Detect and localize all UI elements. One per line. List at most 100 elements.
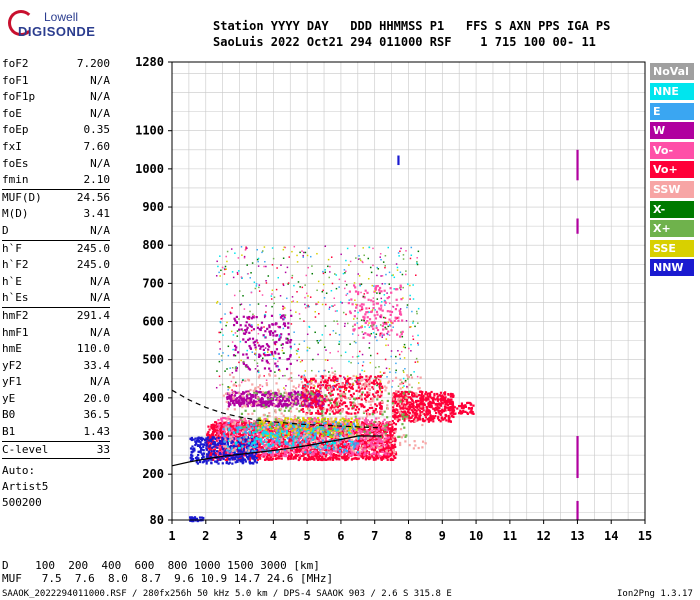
echo-point bbox=[211, 431, 215, 434]
echo-point bbox=[232, 354, 236, 357]
echo-point bbox=[407, 396, 410, 399]
echo-point bbox=[220, 448, 223, 451]
echo-point bbox=[308, 440, 311, 443]
echo-point bbox=[324, 412, 327, 415]
echo-point bbox=[263, 421, 266, 424]
echo-point bbox=[341, 444, 345, 447]
echo-point bbox=[356, 421, 359, 424]
echo-point bbox=[207, 453, 210, 456]
echo-point bbox=[430, 390, 433, 394]
echo-point bbox=[246, 405, 249, 408]
echo-point bbox=[318, 437, 321, 440]
auto-info-line: 500200 bbox=[2, 496, 42, 510]
echo-point bbox=[189, 447, 193, 450]
echo-point bbox=[437, 398, 440, 401]
echo-point bbox=[341, 403, 344, 406]
echo-point bbox=[284, 417, 287, 420]
echo-point bbox=[378, 385, 381, 388]
echo-point bbox=[303, 429, 306, 432]
echo-point bbox=[392, 436, 395, 439]
echo-point bbox=[245, 331, 248, 334]
echo-point bbox=[336, 450, 340, 454]
echo-point bbox=[238, 328, 241, 331]
echo-point bbox=[365, 456, 368, 459]
echo-point bbox=[392, 409, 395, 412]
echo-point bbox=[240, 441, 243, 444]
echo-point bbox=[280, 316, 283, 319]
echo-point bbox=[426, 413, 430, 416]
echo-point bbox=[347, 382, 350, 385]
echo-point bbox=[327, 376, 331, 380]
echo-point bbox=[215, 439, 219, 442]
echo-point bbox=[313, 417, 316, 420]
echo-point bbox=[264, 393, 267, 396]
echo-point bbox=[346, 380, 349, 383]
echo-point bbox=[280, 444, 284, 447]
echo-point bbox=[297, 453, 300, 457]
echo-point bbox=[322, 452, 326, 455]
echo-point bbox=[272, 334, 275, 337]
echo-point bbox=[270, 441, 274, 444]
echo-point bbox=[230, 419, 233, 422]
echo-point bbox=[358, 437, 361, 440]
echo-point bbox=[282, 318, 285, 321]
echo-point bbox=[334, 405, 337, 408]
echo-point bbox=[261, 429, 264, 432]
echo-point bbox=[313, 444, 316, 447]
echo-point bbox=[218, 456, 221, 459]
echo-point bbox=[276, 396, 279, 400]
echo-point bbox=[387, 453, 390, 456]
echo-point bbox=[382, 440, 385, 443]
echo-point bbox=[246, 396, 249, 399]
echo-point bbox=[326, 458, 329, 461]
echo-point bbox=[296, 447, 299, 451]
echo-point bbox=[440, 417, 443, 420]
echo-point bbox=[206, 444, 210, 447]
echo-point bbox=[408, 412, 412, 415]
echo-point bbox=[377, 429, 380, 432]
echo-point bbox=[240, 328, 243, 331]
echo-point bbox=[393, 443, 396, 446]
echo-point bbox=[302, 385, 305, 388]
echo-point bbox=[239, 424, 242, 427]
echo-point bbox=[391, 445, 394, 449]
echo-point bbox=[358, 390, 361, 393]
echo-point bbox=[264, 336, 267, 339]
echo-point bbox=[317, 423, 320, 427]
echo-point bbox=[422, 402, 425, 405]
echo-point bbox=[235, 445, 238, 448]
echo-point bbox=[233, 419, 236, 422]
echo-point bbox=[199, 450, 202, 453]
echo-point bbox=[307, 451, 310, 454]
echo-point bbox=[393, 398, 397, 401]
param-value: N/A bbox=[90, 291, 110, 305]
echo-point bbox=[378, 438, 381, 441]
echo-point bbox=[305, 411, 308, 415]
echo-point bbox=[328, 391, 331, 395]
echo-point bbox=[214, 437, 217, 441]
echo-point bbox=[327, 404, 330, 407]
echo-point bbox=[339, 418, 342, 421]
echo-point bbox=[213, 425, 216, 428]
echo-point bbox=[357, 443, 360, 446]
echo-point bbox=[343, 388, 347, 391]
echo-point bbox=[321, 452, 324, 455]
echo-point bbox=[303, 447, 306, 450]
echo-point bbox=[369, 375, 372, 378]
echo-point bbox=[351, 407, 354, 410]
echo-point bbox=[412, 407, 415, 410]
echo-point bbox=[250, 317, 253, 320]
echo-point bbox=[347, 445, 350, 449]
echo-point bbox=[329, 456, 332, 460]
echo-point bbox=[235, 369, 238, 372]
echo-point bbox=[231, 429, 234, 433]
echo-point bbox=[430, 404, 433, 407]
echo-point bbox=[327, 421, 330, 424]
echo-point bbox=[297, 402, 300, 405]
echo-point bbox=[345, 386, 348, 390]
echo-point bbox=[374, 379, 377, 382]
echo-point bbox=[285, 434, 289, 437]
echo-point bbox=[248, 399, 251, 403]
echo-point bbox=[381, 420, 385, 423]
echo-point bbox=[429, 419, 432, 422]
